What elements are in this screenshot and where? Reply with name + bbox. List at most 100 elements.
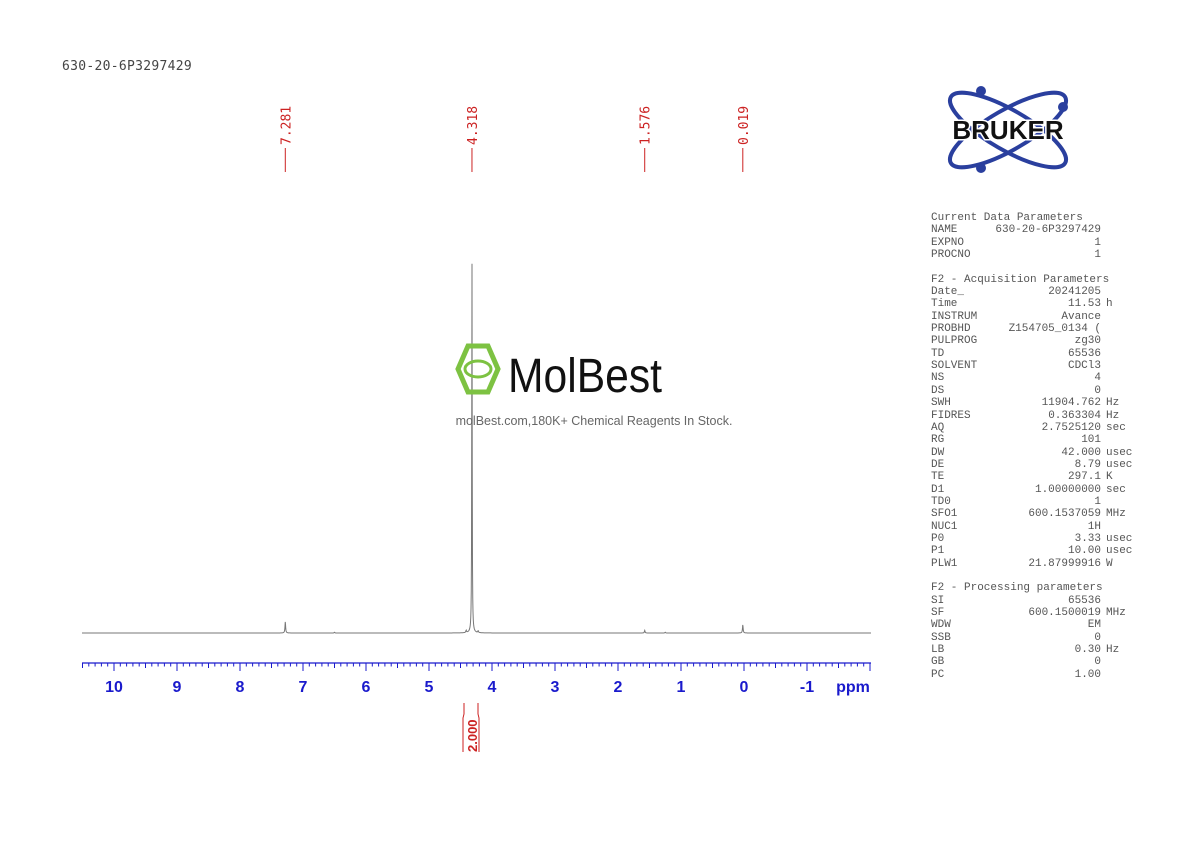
param-unit: usec	[1106, 532, 1133, 545]
param-key: TE	[931, 471, 945, 484]
param-key: SWH	[931, 397, 951, 410]
param-row: P0 3.33 usec	[931, 533, 1141, 545]
param-value: 0.363304	[1048, 409, 1101, 422]
param-key: DS	[931, 384, 945, 397]
param-row: PLW1 21.87999916 W	[931, 558, 1141, 570]
param-row: FIDRES 0.363304 Hz	[931, 410, 1141, 422]
param-value: 11904.762	[1041, 397, 1101, 410]
param-key: NAME	[931, 224, 958, 237]
param-section-title: F2 - Processing parameters	[931, 582, 1103, 595]
param-row: DW 42.000 usec	[931, 447, 1141, 459]
param-row: SFO1 600.1537059 MHz	[931, 508, 1141, 520]
param-row: SWH 11904.762 Hz	[931, 397, 1141, 409]
param-value: zg30	[1074, 335, 1101, 348]
param-unit: K	[1106, 471, 1113, 484]
bruker-atom-icon: BRUKER	[947, 86, 1069, 173]
param-row: Date_ 20241205	[931, 286, 1141, 298]
param-section-title: Current Data Parameters	[931, 212, 1083, 224]
molbest-watermark: MolBest molBest.com,180K+ Chemical Reage…	[448, 342, 748, 428]
param-value: 8.79	[1074, 458, 1101, 471]
param-section-title: F2 - Acquisition Parameters	[931, 273, 1110, 286]
param-key: SSB	[931, 631, 951, 644]
param-unit: Hz	[1106, 409, 1120, 422]
peak-label: 1.576	[639, 106, 654, 145]
param-unit: MHz	[1106, 508, 1126, 521]
x-tick-label: 3	[551, 679, 560, 696]
param-row: LB 0.30 Hz	[931, 644, 1141, 656]
param-unit: W	[1106, 557, 1113, 570]
param-key: DW	[931, 446, 945, 459]
param-row: GB 0	[931, 656, 1141, 668]
param-row: Time 11.53 h	[931, 298, 1141, 310]
param-row: EXPNO 1	[931, 237, 1141, 249]
param-key: EXPNO	[931, 236, 965, 249]
param-value: 1	[1094, 236, 1101, 249]
param-value: 0	[1094, 656, 1101, 669]
integral-label: 2.000	[465, 719, 480, 752]
param-key: SOLVENT	[931, 360, 978, 373]
param-value: 1	[1094, 249, 1101, 262]
param-unit: usec	[1106, 458, 1133, 471]
param-value: 21.87999916	[1028, 557, 1101, 570]
param-row: DS 0	[931, 385, 1141, 397]
param-key: Time	[931, 298, 958, 311]
molbest-tagline: molBest.com,180K+ Chemical Reagents In S…	[455, 414, 733, 428]
param-row: SOLVENT CDCl3	[931, 360, 1141, 372]
param-value: 0.30	[1074, 644, 1101, 657]
param-row: D1 1.00000000 sec	[931, 484, 1141, 496]
molbest-brand: MolBest	[508, 350, 662, 402]
x-tick-label: 4	[488, 679, 497, 696]
param-unit: usec	[1106, 446, 1133, 459]
x-axis-label: ppm	[836, 679, 870, 696]
param-value: 101	[1081, 434, 1101, 447]
param-row: NS 4	[931, 372, 1141, 384]
param-value: 3.33	[1074, 532, 1101, 545]
param-value: 2.7525120	[1041, 421, 1101, 434]
param-value: 1	[1094, 495, 1101, 508]
param-key: Date_	[931, 286, 965, 299]
param-unit: h	[1106, 298, 1113, 311]
param-row: SF 600.1500019 MHz	[931, 607, 1141, 619]
param-row: NAME 630-20-6P3297429	[931, 224, 1141, 236]
x-tick-label: 2	[614, 679, 623, 696]
param-key: SI	[931, 594, 945, 607]
param-key: TD0	[931, 495, 951, 508]
param-key: P0	[931, 532, 945, 545]
param-value: CDCl3	[1067, 360, 1101, 373]
param-unit: usec	[1106, 545, 1133, 558]
param-row: TD0 1	[931, 496, 1141, 508]
param-row: P1 10.00 usec	[931, 545, 1141, 557]
param-row: SSB 0	[931, 632, 1141, 644]
param-key: GB	[931, 656, 945, 669]
param-row: SI 65536	[931, 595, 1141, 607]
param-key: NS	[931, 372, 945, 385]
param-value: 600.1537059	[1028, 508, 1101, 521]
param-key: P1	[931, 545, 945, 558]
integral-bracket	[462, 703, 480, 752]
param-value: 1.00000000	[1034, 483, 1101, 496]
param-row: DE 8.79 usec	[931, 459, 1141, 471]
x-tick-label: 8	[236, 679, 245, 696]
sample-title: 630-20-6P3297429	[62, 59, 193, 74]
param-unit: sec	[1106, 421, 1126, 434]
x-tick-label: 5	[425, 679, 434, 696]
peak-label: 4.318	[466, 106, 481, 145]
param-key: PULPROG	[931, 335, 978, 348]
peak-label: 0.019	[737, 106, 752, 145]
param-value: 297.1	[1067, 471, 1101, 484]
param-key: AQ	[931, 421, 945, 434]
param-row: AQ 2.7525120 sec	[931, 422, 1141, 434]
param-key: WDW	[931, 619, 951, 632]
param-value: Avance	[1061, 310, 1101, 323]
param-key: PROBHD	[931, 323, 971, 336]
param-unit: MHz	[1106, 607, 1126, 619]
param-key: NUC1	[931, 520, 958, 533]
param-key: FIDRES	[931, 409, 971, 422]
param-unit: Hz	[1106, 644, 1120, 657]
param-key: D1	[931, 483, 945, 496]
param-row: TE 297.1 K	[931, 471, 1141, 483]
param-value: 0	[1094, 631, 1101, 644]
param-value: 4	[1094, 372, 1101, 385]
param-value: Z154705_0134 (	[1008, 323, 1101, 336]
param-value: 1.00	[1074, 668, 1101, 681]
